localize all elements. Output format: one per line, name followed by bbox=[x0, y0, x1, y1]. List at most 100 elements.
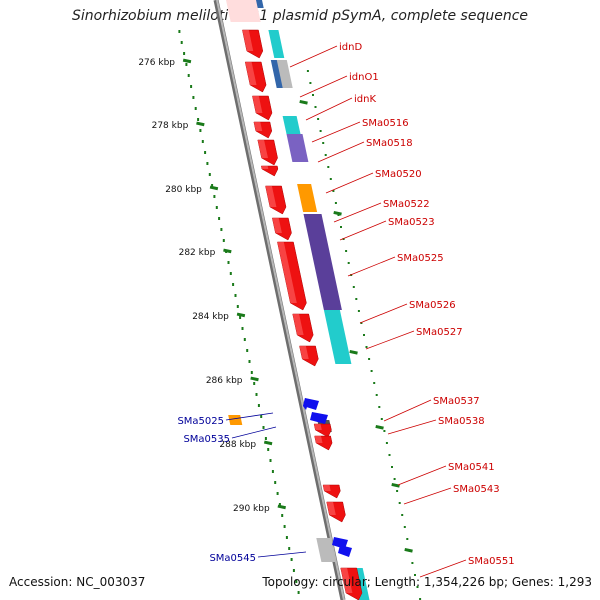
tick-label: 276 kbp bbox=[138, 58, 175, 68]
track-dot bbox=[383, 430, 386, 432]
track-dot bbox=[314, 106, 317, 108]
gene-label: SMa0551 bbox=[468, 556, 515, 567]
gene-label: SMa0526 bbox=[409, 300, 456, 311]
track-tick bbox=[375, 425, 384, 430]
gene-labels: idnD idnO1 idnK SMa0516 SMa0518 SMa0520 SMa052… bbox=[177, 42, 515, 578]
gene-label: SMa0518 bbox=[366, 138, 413, 149]
tick-dot bbox=[232, 283, 235, 286]
tick-dot bbox=[281, 514, 284, 517]
track-dot bbox=[370, 370, 373, 372]
tick-dot bbox=[288, 547, 291, 550]
gene-shade bbox=[323, 485, 331, 491]
track-dot bbox=[324, 154, 327, 156]
track-dot bbox=[378, 406, 381, 408]
track-dot bbox=[309, 82, 312, 84]
cog-block bbox=[270, 60, 283, 88]
gene-shade bbox=[340, 568, 353, 593]
track-dot bbox=[363, 334, 365, 336]
major-tick bbox=[182, 58, 192, 64]
label-leader bbox=[383, 399, 432, 422]
label-leader bbox=[333, 202, 382, 223]
gene-shade bbox=[253, 122, 263, 131]
tick-dot bbox=[206, 162, 209, 165]
track-tick bbox=[299, 100, 308, 105]
tick-dot bbox=[253, 382, 256, 385]
track-dot bbox=[398, 502, 401, 504]
gene-faded-top bbox=[226, 0, 261, 22]
track-dot bbox=[355, 298, 358, 300]
cog-block bbox=[282, 116, 301, 134]
tick-dot bbox=[201, 140, 204, 143]
topology-text: Topology: circular; Length: 1,354,226 bp… bbox=[262, 575, 592, 589]
tick-label: 282 kbp bbox=[179, 248, 216, 258]
tick-dot bbox=[260, 415, 263, 418]
gene-label: SMa0537 bbox=[433, 396, 480, 407]
accession-text: Accession: NC_003037 bbox=[9, 575, 146, 589]
track-dot bbox=[368, 358, 371, 360]
gene-label: SMa0543 bbox=[453, 484, 500, 495]
gene-label: SMa0523 bbox=[388, 217, 435, 228]
tick-dot bbox=[241, 327, 244, 330]
track-dot bbox=[396, 490, 399, 492]
gene-shade bbox=[265, 186, 277, 207]
tick-dot bbox=[257, 404, 260, 407]
tick-dot bbox=[204, 151, 207, 154]
cog-block bbox=[268, 30, 285, 58]
cog-block bbox=[297, 184, 318, 212]
tick-label: 280 kbp bbox=[165, 185, 202, 195]
tick-dot bbox=[295, 580, 298, 583]
gene-shade bbox=[261, 166, 269, 169]
gene-shade bbox=[326, 502, 336, 515]
track-dot bbox=[360, 322, 363, 324]
track-dot bbox=[342, 238, 345, 240]
tick-label: 286 kbp bbox=[206, 376, 243, 386]
backbone bbox=[213, 0, 346, 600]
track-dot bbox=[357, 310, 360, 312]
tick-dot bbox=[278, 503, 281, 506]
track-tick bbox=[333, 211, 342, 216]
tick-dot bbox=[274, 481, 277, 484]
tick-dot bbox=[222, 239, 225, 242]
tick-dot bbox=[199, 129, 202, 132]
gene-label: idnO1 bbox=[349, 72, 379, 83]
map-title: Sinorhizobium meliloti 1021 plasmid pSym… bbox=[71, 8, 529, 24]
reverse-gene bbox=[310, 412, 328, 424]
tick-dot bbox=[283, 525, 286, 528]
track-dot bbox=[403, 526, 406, 528]
label-leader bbox=[311, 121, 361, 143]
gene-shade bbox=[245, 62, 257, 85]
track-dot bbox=[393, 478, 396, 480]
tick-dot bbox=[250, 371, 253, 374]
track-dot bbox=[380, 418, 383, 420]
tick-dot bbox=[234, 294, 237, 297]
major-tick bbox=[236, 312, 246, 318]
gene-label: idnD bbox=[339, 42, 362, 53]
tick-dot bbox=[262, 426, 265, 429]
tick-dot bbox=[218, 217, 221, 220]
tick-dot bbox=[180, 41, 183, 44]
tick-dot bbox=[215, 206, 218, 209]
tick-dot bbox=[297, 591, 300, 594]
track-dot bbox=[347, 262, 350, 264]
gene-label: SMa0541 bbox=[448, 462, 495, 473]
tick-label: 278 kbp bbox=[152, 121, 189, 131]
tick-dot bbox=[276, 492, 279, 495]
label-leader bbox=[289, 45, 338, 68]
tick-dot bbox=[292, 569, 295, 572]
track-dot bbox=[416, 586, 419, 588]
gene-shade bbox=[257, 140, 268, 158]
tick-dot bbox=[197, 118, 200, 121]
label-leader bbox=[365, 330, 415, 350]
gene-label: SMa5025 bbox=[177, 416, 224, 427]
track-dot bbox=[340, 226, 342, 228]
major-tick bbox=[196, 121, 205, 127]
label-leader bbox=[387, 419, 437, 435]
tick-dot bbox=[178, 30, 181, 33]
gene-label: idnK bbox=[354, 94, 376, 105]
label-leader bbox=[339, 220, 387, 241]
gene-label: SMa0516 bbox=[362, 118, 409, 129]
track-tick bbox=[349, 349, 358, 355]
track-dot bbox=[391, 466, 393, 468]
tick-dot bbox=[267, 448, 270, 451]
gene-shade bbox=[299, 346, 309, 359]
